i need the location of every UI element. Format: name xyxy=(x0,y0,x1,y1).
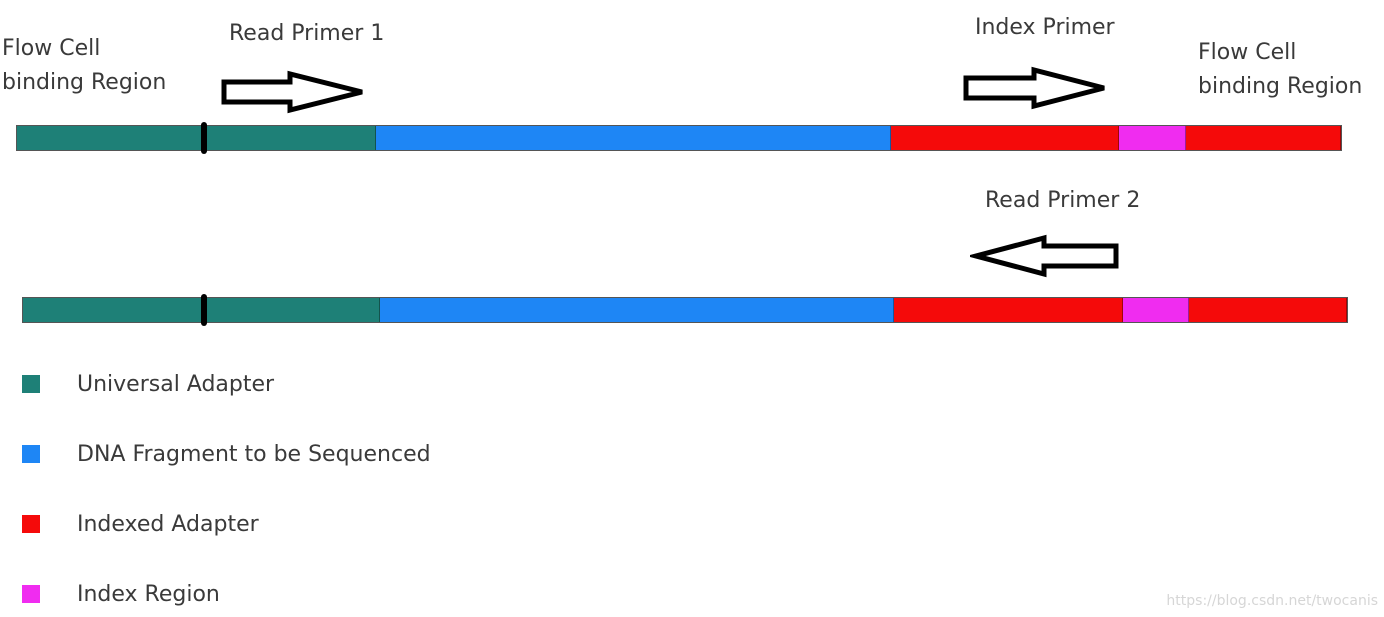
segment-index-region xyxy=(1118,126,1187,150)
legend-swatch-index-region xyxy=(22,585,40,603)
flow-cell-right-line-2: binding Region xyxy=(1198,74,1363,99)
flow-cell-boundary-marker xyxy=(200,122,207,154)
segment-indexed-adapter xyxy=(1186,126,1341,150)
legend-label-indexed-adapter: Indexed Adapter xyxy=(77,511,259,537)
read-primer-1-label: Read Primer 1 xyxy=(229,21,385,46)
read-primer-2-label: Read Primer 2 xyxy=(985,188,1141,213)
legend-label-universal-adapter: Universal Adapter xyxy=(77,371,275,397)
segment-indexed-adapter xyxy=(1189,298,1347,322)
legend-swatch-indexed-adapter xyxy=(22,515,40,533)
index-primer-label: Index Primer xyxy=(975,15,1115,40)
flow-cell-binding-region-right-label: Flow Cell binding Region xyxy=(1198,36,1362,104)
construct-bar-top xyxy=(16,122,1342,154)
segment-dna-fragment xyxy=(380,298,895,322)
legend-item-dna-fragment: DNA Fragment to be Sequenced xyxy=(22,437,431,471)
flow-cell-boundary-marker xyxy=(201,294,208,326)
legend-swatch-dna-fragment xyxy=(22,445,40,463)
watermark: https://blog.csdn.net/twocanis xyxy=(1166,593,1378,609)
segment-dna-fragment xyxy=(375,126,891,150)
segment-universal-adapter xyxy=(17,126,376,150)
flow-cell-left-line-1: Flow Cell xyxy=(2,36,101,61)
segment-indexed-adapter xyxy=(894,298,1124,322)
index-primer-arrow xyxy=(963,66,1105,110)
construct-bar-bottom xyxy=(22,294,1348,326)
legend-item-indexed-adapter: Indexed Adapter xyxy=(22,507,259,541)
segment-indexed-adapter xyxy=(890,126,1119,150)
legend-label-dna-fragment: DNA Fragment to be Sequenced xyxy=(77,441,431,467)
legend-item-index-region: Index Region xyxy=(22,577,220,611)
flow-cell-right-line-1: Flow Cell xyxy=(1198,40,1297,65)
read-primer-1-arrow xyxy=(221,70,363,114)
legend-label-index-region: Index Region xyxy=(77,581,220,607)
legend-swatch-universal-adapter xyxy=(22,375,40,393)
read-primer-2-arrow xyxy=(970,234,1119,278)
segment-index-region xyxy=(1123,298,1190,322)
flow-cell-binding-region-left-label: Flow Cell binding Region xyxy=(2,32,166,100)
flow-cell-left-line-2: binding Region xyxy=(2,70,167,95)
legend-item-universal-adapter: Universal Adapter xyxy=(22,367,274,401)
